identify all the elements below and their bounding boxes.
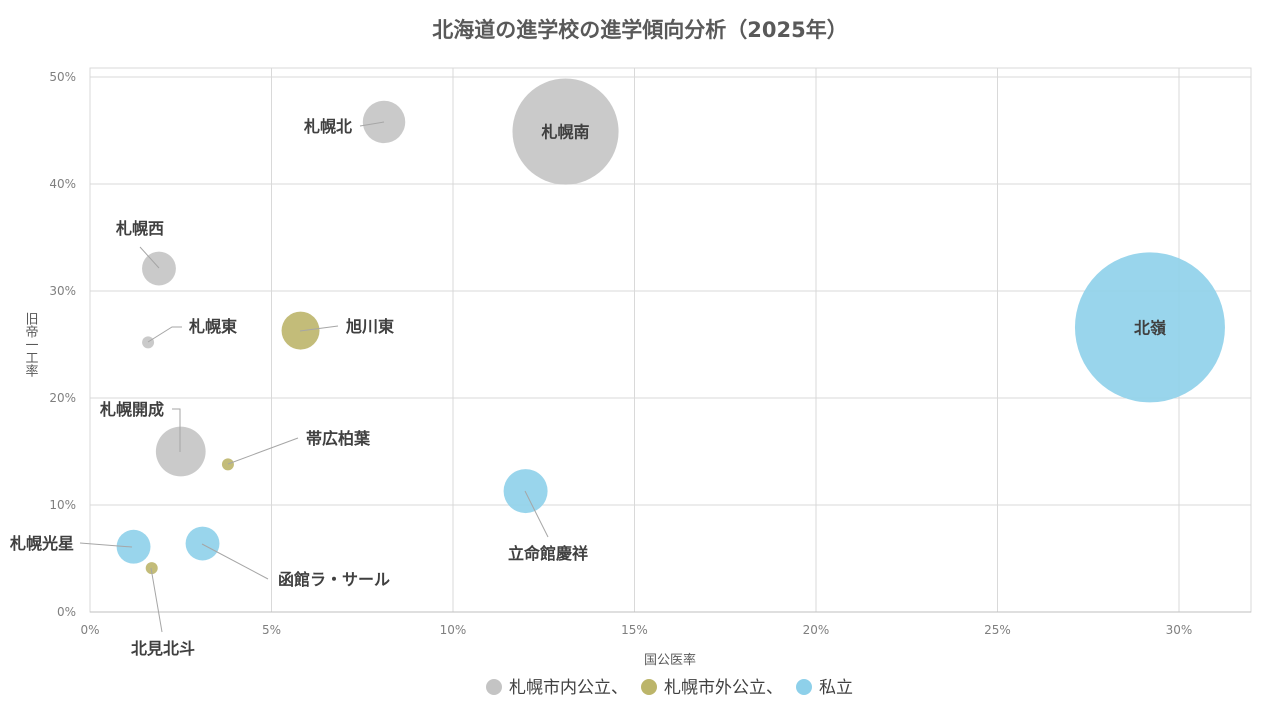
bubble-帯広柏葉 <box>221 458 234 471</box>
gridlines <box>89 67 1252 613</box>
legend-marker <box>796 679 812 695</box>
chart-title: 北海道の進学校の進学傾向分析（2025年） <box>432 18 847 42</box>
bubbles <box>116 78 1225 575</box>
data-label: 札幌東 <box>188 317 237 336</box>
legend: 札幌市内公立、 札幌市外公立、 私立 <box>486 678 853 698</box>
leader-line <box>524 490 549 538</box>
legend-marker <box>486 679 502 695</box>
data-label: 札幌開成 <box>99 400 164 419</box>
tick-labels: 0% 5% 10% 15% 20% 25% 30% 0% 10% 20% 30% 40% 50% <box>49 70 1192 637</box>
x-tick-label: 5% <box>262 623 281 637</box>
data-label: 札幌西 <box>115 219 164 238</box>
bubble-北嶺 <box>1074 252 1225 403</box>
x-axis-label: 国公医率 <box>644 652 696 668</box>
data-label: 函館ラ・サール <box>278 570 390 589</box>
y-axis-label: 旧帝一工率 <box>23 312 39 377</box>
leader-line <box>150 567 163 633</box>
bubble-札幌南 <box>512 78 619 185</box>
y-tick-label: 10% <box>49 498 76 512</box>
leader-line <box>79 542 133 548</box>
x-tick-label: 0% <box>80 623 99 637</box>
x-tick-label: 10% <box>440 623 467 637</box>
legend-item: 私立 <box>819 678 853 698</box>
y-tick-label: 20% <box>49 391 76 405</box>
leader-line <box>201 543 269 580</box>
legend-item: 札幌市外公立、 <box>664 678 783 698</box>
leader-line <box>139 246 160 269</box>
data-label: 札幌光星 <box>9 534 74 553</box>
y-tick-label: 0% <box>57 605 76 619</box>
x-tick-label: 25% <box>984 623 1011 637</box>
leader-line <box>147 326 182 343</box>
data-label: 北見北斗 <box>131 639 195 658</box>
data-label: 帯広柏葉 <box>306 429 371 448</box>
x-tick-label: 30% <box>1166 623 1193 637</box>
data-label: 北嶺 <box>1134 318 1166 337</box>
bubble-札幌西 <box>142 251 176 286</box>
legend-marker <box>641 679 657 695</box>
data-label: 旭川東 <box>345 317 394 336</box>
legend-item: 札幌市内公立、 <box>509 678 628 698</box>
bubble-札幌光星 <box>116 529 151 564</box>
x-tick-label: 15% <box>621 623 648 637</box>
leader-line <box>172 408 181 452</box>
bubble-札幌開成 <box>155 426 206 477</box>
bubble-札幌北 <box>362 100 406 144</box>
bubble-札幌東 <box>142 336 155 349</box>
data-label: 札幌北 <box>303 117 352 136</box>
leader-line <box>227 437 299 465</box>
y-tick-label: 40% <box>49 177 76 191</box>
bubble-北見北斗 <box>145 562 158 575</box>
leader-line <box>359 121 385 127</box>
y-tick-label: 50% <box>49 70 76 84</box>
data-label: 立命館慶祥 <box>508 544 588 563</box>
x-tick-label: 20% <box>803 623 830 637</box>
bubble-函館ラ・サール <box>185 526 220 561</box>
leader-line <box>299 325 339 332</box>
data-label: 札幌南 <box>541 123 590 142</box>
y-tick-label: 30% <box>49 284 76 298</box>
